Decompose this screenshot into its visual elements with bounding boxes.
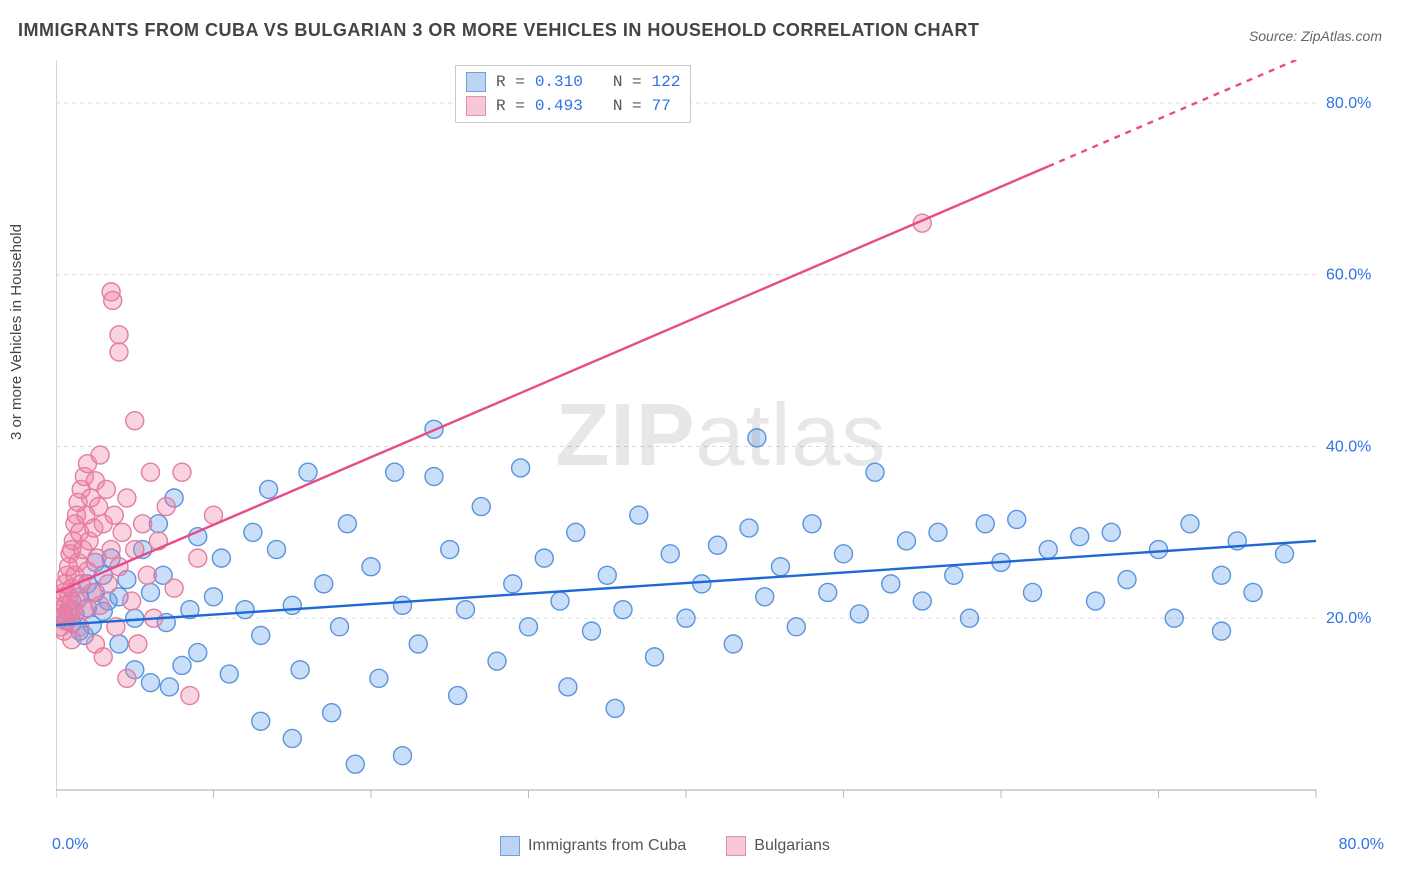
stats-row-cuba: R = 0.310N = 122 — [466, 70, 680, 94]
svg-text:20.0%: 20.0% — [1326, 610, 1371, 627]
swatch-icon — [466, 72, 486, 92]
legend-item-cuba: Immigrants from Cuba — [500, 836, 686, 856]
svg-text:40.0%: 40.0% — [1326, 438, 1371, 455]
source-label: Source: ZipAtlas.com — [1249, 28, 1382, 44]
x-axis-max-label: 80.0% — [1339, 836, 1384, 854]
bottom-legend: Immigrants from Cuba Bulgarians — [500, 836, 830, 856]
swatch-icon — [726, 836, 746, 856]
x-axis-min-label: 0.0% — [52, 836, 88, 854]
svg-text:80.0%: 80.0% — [1326, 95, 1371, 112]
stats-legend-box: R = 0.310N = 122R = 0.493N = 77 — [455, 65, 691, 123]
swatch-icon — [466, 96, 486, 116]
stats-row-bulgarian: R = 0.493N = 77 — [466, 94, 680, 118]
swatch-icon — [500, 836, 520, 856]
y-axis-label: 3 or more Vehicles in Household — [8, 224, 25, 440]
chart-title: IMMIGRANTS FROM CUBA VS BULGARIAN 3 OR M… — [18, 20, 980, 41]
legend-item-bulgarian: Bulgarians — [726, 836, 830, 856]
svg-text:60.0%: 60.0% — [1326, 267, 1371, 284]
scatter-plot: 20.0%40.0%60.0%80.0% ZIPatlas — [56, 60, 1386, 820]
